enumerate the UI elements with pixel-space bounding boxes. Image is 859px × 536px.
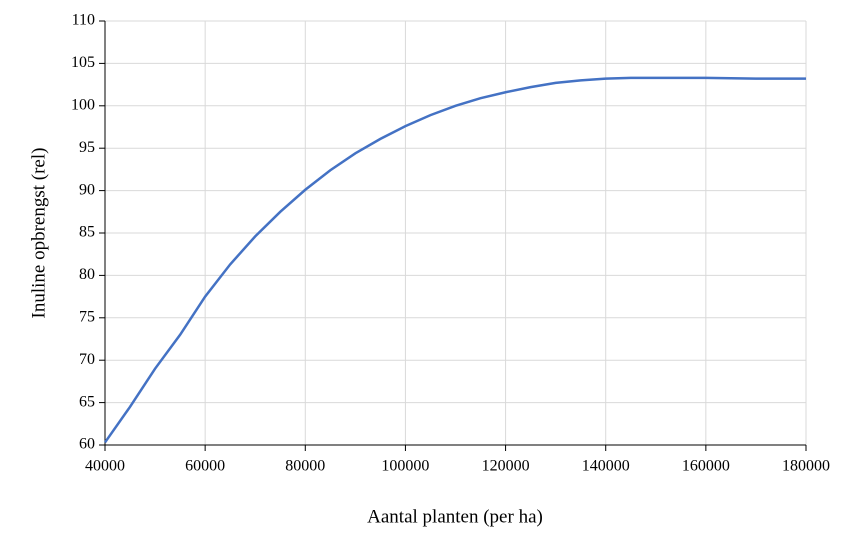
y-axis-title: Inuline opbrengst (rel) [28,148,49,319]
x-tick-label: 140000 [582,458,630,475]
y-tick-label: 80 [79,266,95,283]
x-tick-label: 100000 [381,458,429,475]
y-tick-label: 70 [79,351,95,368]
y-tick-label: 100 [71,96,95,113]
y-tick-label: 75 [79,308,95,325]
y-tick-label: 65 [79,393,95,410]
x-axis-title: Aantal planten (per ha) [367,506,543,527]
y-tick-label: 110 [72,12,95,29]
y-tick-label: 95 [79,139,95,156]
x-tick-label: 160000 [682,458,730,475]
y-tick-label: 105 [71,54,95,71]
x-tick-label: 80000 [285,458,325,475]
data-line [103,76,806,444]
x-tick-label: 60000 [185,458,225,475]
x-tick-label: 120000 [482,458,530,475]
y-tick-label: 60 [79,436,95,453]
x-tick-label: 40000 [85,458,125,475]
y-tick-label: 90 [79,181,95,198]
y-tick-label: 85 [79,224,95,241]
x-tick-label: 180000 [782,458,830,475]
